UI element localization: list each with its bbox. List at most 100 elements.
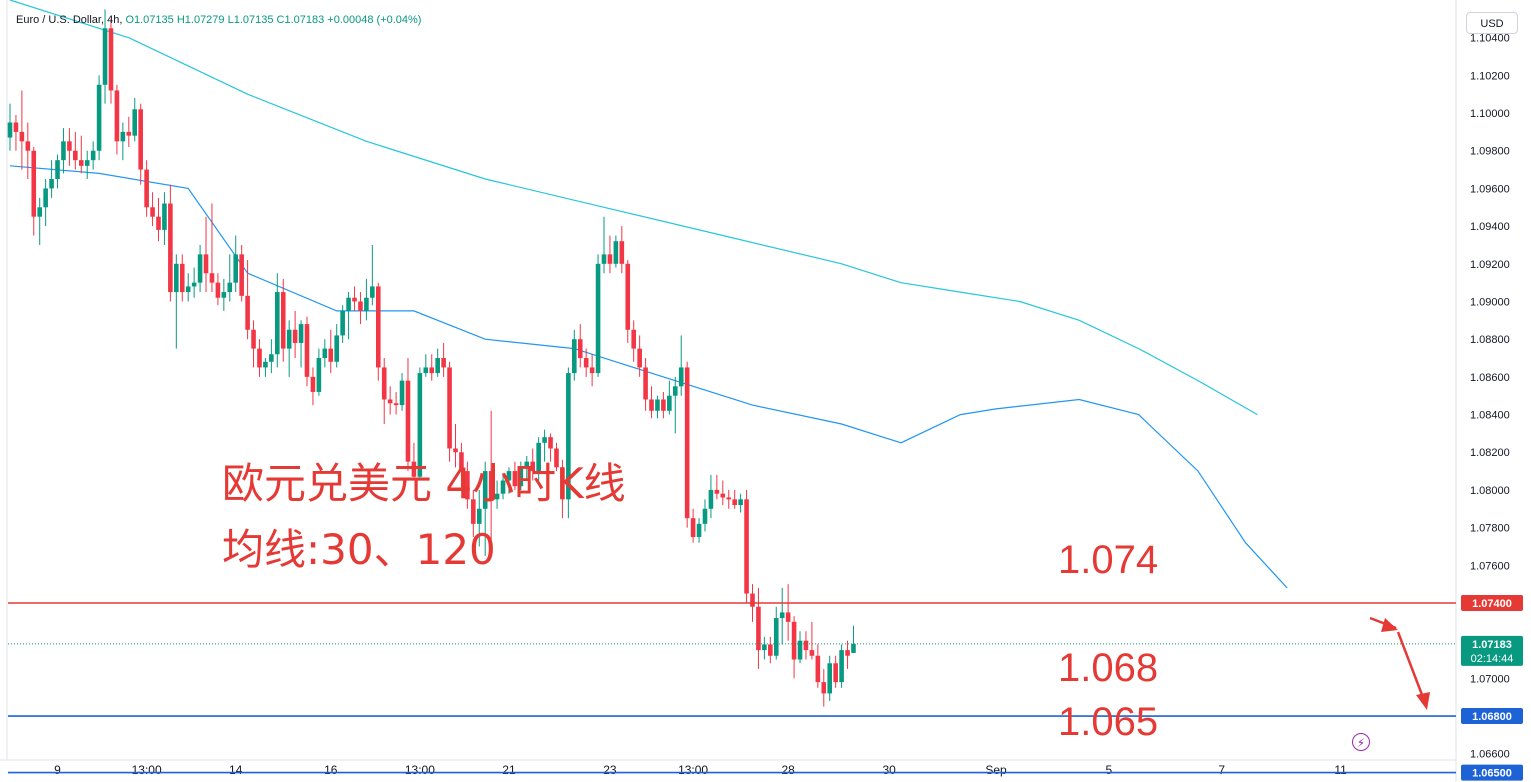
candle-body xyxy=(334,335,339,362)
candle-body xyxy=(471,499,476,524)
level-label-1068: 1.068 xyxy=(1058,646,1159,690)
candle-body xyxy=(572,339,577,374)
level-price-tag xyxy=(1461,594,1523,611)
candle-body xyxy=(839,650,844,683)
candle-body xyxy=(387,399,393,404)
candle-body xyxy=(251,329,256,349)
candle-body xyxy=(714,489,720,494)
candle-body xyxy=(833,663,838,683)
candle-body xyxy=(13,122,19,132)
candle-body xyxy=(435,358,440,374)
candle-body xyxy=(649,399,654,411)
candle-body xyxy=(536,442,541,472)
candle-body xyxy=(114,90,120,142)
candle-body xyxy=(90,150,96,161)
candle-body xyxy=(589,367,595,374)
level-label-1074: 1.074 xyxy=(1058,538,1159,582)
candle-body xyxy=(405,380,411,462)
candle-body xyxy=(768,644,773,656)
candle-body xyxy=(304,324,310,377)
candle-body xyxy=(518,467,524,487)
candle-body xyxy=(696,523,702,538)
candle-body xyxy=(583,358,589,368)
candle-body xyxy=(601,254,607,264)
candle-body xyxy=(821,682,827,694)
candle-body xyxy=(162,203,167,230)
price-tick-label: 1.09800 xyxy=(1470,146,1510,158)
symbol-name[interactable]: Euro / U.S. Dollar, 4h, xyxy=(16,14,123,26)
bar-countdown-text: 02:14:44 xyxy=(1471,653,1514,665)
candle-body xyxy=(637,348,642,368)
candle-body xyxy=(55,160,60,180)
candle-body xyxy=(269,354,274,362)
candle-body xyxy=(102,28,108,85)
candle-body xyxy=(370,286,375,298)
candle-body xyxy=(815,655,821,683)
price-tick-label: 1.06600 xyxy=(1470,749,1510,761)
candle-body xyxy=(49,179,54,189)
last-price-text: 1.07183 xyxy=(1472,639,1512,651)
candle-body xyxy=(684,367,690,519)
flash-icon[interactable]: ⚡ xyxy=(1352,733,1370,751)
candle-body xyxy=(298,324,304,343)
candle-body xyxy=(827,663,833,694)
currency-button[interactable]: USD xyxy=(1466,12,1518,34)
candle-body xyxy=(785,612,791,622)
price-tick-label: 1.09400 xyxy=(1470,221,1510,233)
time-tick-label: 16 xyxy=(324,763,338,777)
candle-body xyxy=(156,216,161,230)
candle-body xyxy=(185,286,191,293)
candle-body xyxy=(779,612,785,619)
price-tick-label: 1.08800 xyxy=(1470,334,1510,346)
price-tick-label: 1.07000 xyxy=(1470,673,1510,685)
candle-body xyxy=(643,367,648,400)
time-tick-label: 13:00 xyxy=(678,763,708,777)
price-tick-label: 1.08200 xyxy=(1470,447,1510,459)
candle-body xyxy=(702,508,708,524)
level-price-text: 1.07400 xyxy=(1472,598,1512,610)
candle-body xyxy=(619,241,625,264)
candle-body xyxy=(631,329,636,349)
candle-body xyxy=(512,471,518,487)
candle-body xyxy=(144,169,149,208)
candle-body xyxy=(595,263,601,374)
arrow-head xyxy=(1416,692,1430,710)
candle-body xyxy=(364,297,369,311)
level-price-text: 1.06800 xyxy=(1472,711,1512,723)
price-tick-label: 1.08400 xyxy=(1470,410,1510,422)
candle-body xyxy=(168,203,173,293)
candle-body xyxy=(476,508,482,524)
price-tick-label: 1.07600 xyxy=(1470,560,1510,572)
candle-body xyxy=(530,461,536,472)
projection-arrow xyxy=(1369,616,1430,710)
candle-body xyxy=(453,448,458,453)
candle-body xyxy=(577,339,583,359)
candle-body xyxy=(73,150,78,161)
candle-body xyxy=(465,471,470,500)
candle-body xyxy=(221,292,227,298)
candle-body xyxy=(661,399,666,411)
candle-body xyxy=(791,621,797,660)
candle-body xyxy=(203,254,209,274)
price-tick-label: 1.10400 xyxy=(1470,33,1510,45)
arrow-segment xyxy=(1396,631,1426,701)
candle-body xyxy=(328,348,334,362)
candle-body xyxy=(708,489,714,509)
candle-body xyxy=(239,254,244,296)
candle-body xyxy=(375,286,381,368)
candle-body xyxy=(7,122,13,138)
candle-body xyxy=(756,606,761,651)
candle-body xyxy=(542,437,547,443)
price-tick-label: 1.10000 xyxy=(1470,108,1510,120)
price-tick-label: 1.09000 xyxy=(1470,296,1510,308)
candle-body xyxy=(150,207,155,217)
candle-body xyxy=(310,376,316,392)
price-tick-label: 1.09200 xyxy=(1470,259,1510,271)
candle-body xyxy=(411,461,417,477)
candle-body xyxy=(655,399,660,411)
candle-body xyxy=(126,131,132,136)
candle-body xyxy=(191,282,197,287)
candle-body xyxy=(381,367,387,400)
candle-body xyxy=(138,109,143,170)
